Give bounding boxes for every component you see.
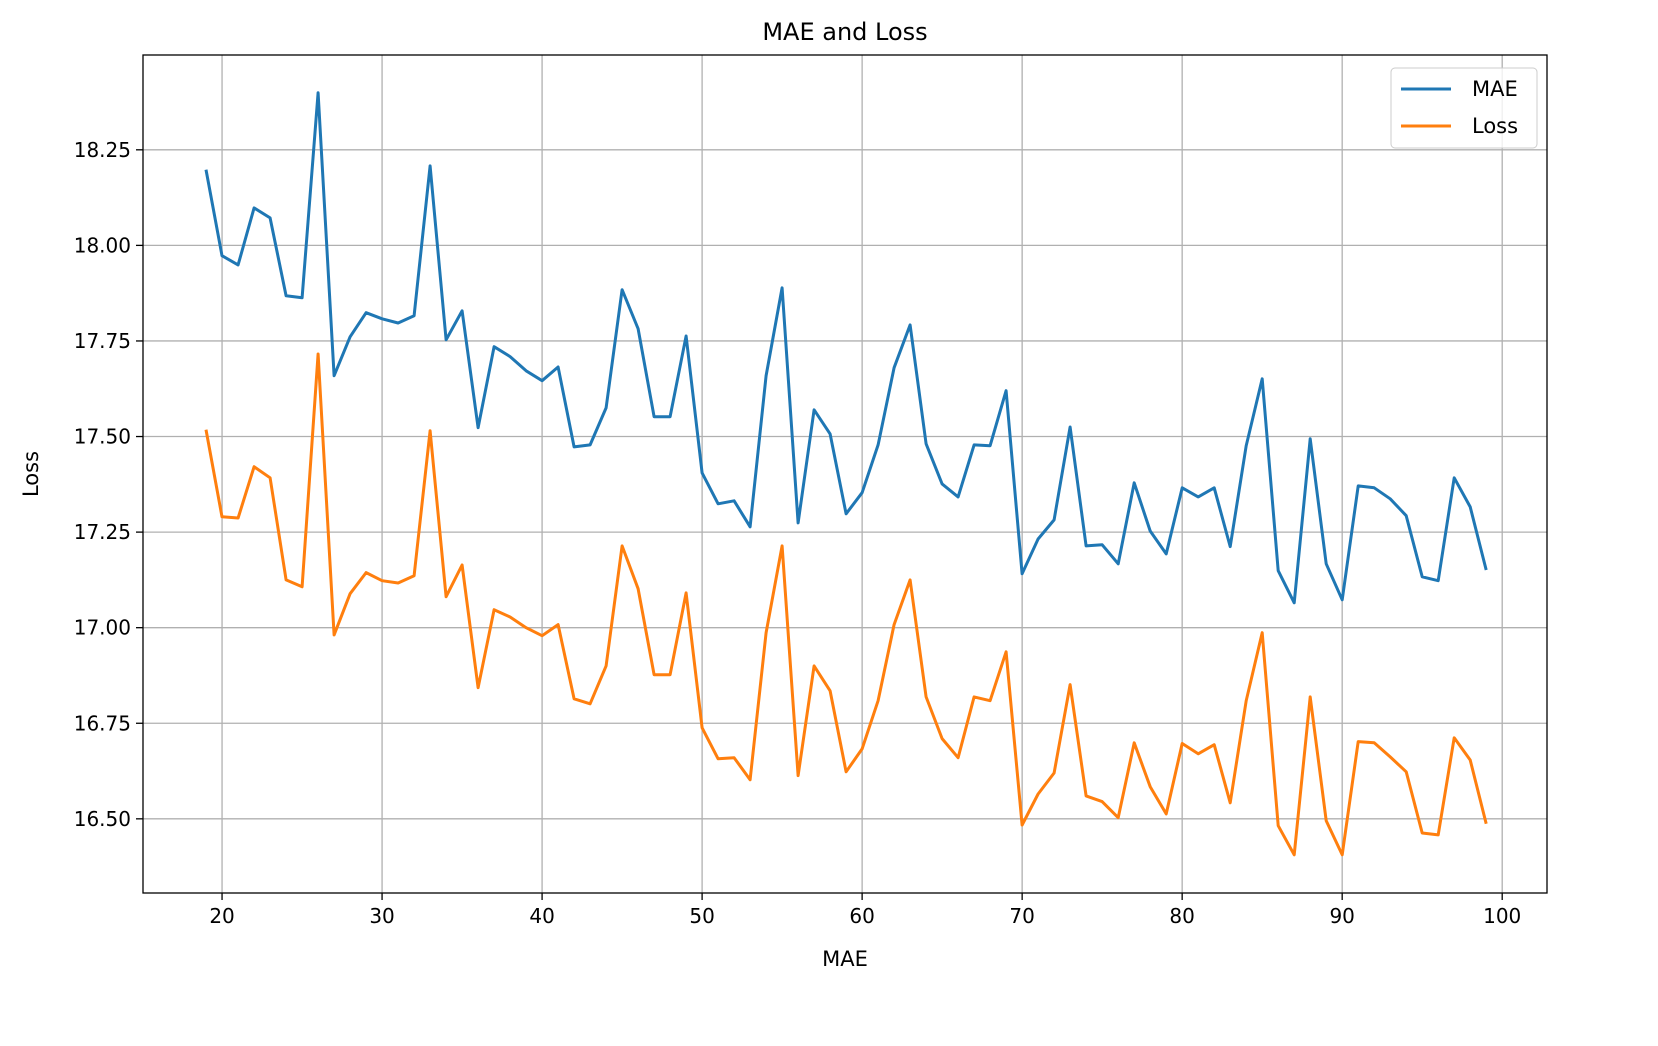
legend-label-mae: MAE: [1472, 77, 1518, 101]
x-tick-label: 60: [849, 904, 874, 928]
legend-label-loss: Loss: [1472, 114, 1518, 138]
y-tick-label: 18.00: [74, 233, 131, 257]
y-tick-label: 17.75: [74, 329, 131, 353]
y-tick-label: 18.25: [74, 138, 131, 162]
x-tick-label: 20: [209, 904, 234, 928]
y-tick-label: 17.00: [74, 616, 131, 640]
y-axis-ticks: 16.50 16.75 17.00 17.25 17.50 17.75 18.00 18.25: [74, 138, 143, 831]
x-axis-ticks: 20 30 40 50 60 70 80 90 100: [209, 893, 1521, 928]
x-tick-label: 70: [1009, 904, 1034, 928]
x-tick-label: 80: [1169, 904, 1194, 928]
y-tick-label: 17.25: [74, 520, 131, 544]
x-tick-label: 40: [529, 904, 554, 928]
x-tick-label: 100: [1483, 904, 1521, 928]
plot-frame: [142, 54, 1548, 894]
x-tick-label: 50: [689, 904, 714, 928]
series-lines: [204, 91, 1488, 857]
chart-title: MAE and Loss: [762, 18, 927, 46]
grid: [143, 55, 1547, 893]
x-tick-label: 30: [369, 904, 394, 928]
y-tick-label: 17.50: [74, 425, 131, 449]
y-tick-label: 16.50: [74, 807, 131, 831]
x-tick-label: 90: [1329, 904, 1354, 928]
y-tick-label: 16.75: [74, 711, 131, 735]
legend: MAE Loss: [1390, 67, 1538, 149]
x-axis-label: MAE: [822, 947, 868, 971]
y-axis-label: Loss: [19, 451, 43, 497]
series-line-mae: [204, 91, 1488, 605]
series-line-loss: [204, 352, 1488, 857]
